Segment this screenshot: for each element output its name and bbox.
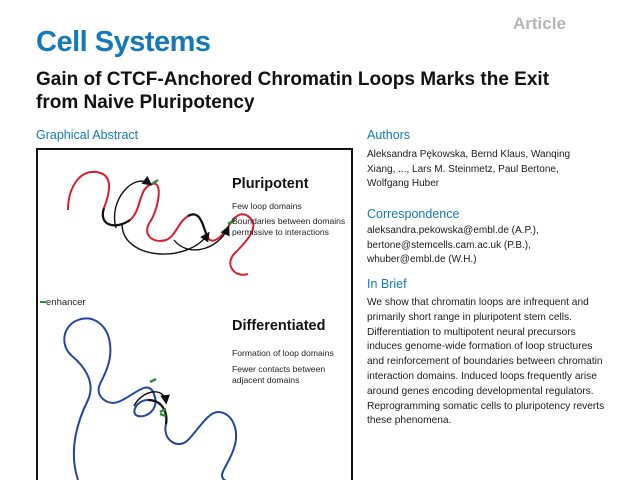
in-brief-heading: In Brief	[367, 277, 407, 291]
in-brief-text: We show that chromatin loops are infrequ…	[367, 297, 605, 427]
correspondence-email-2[interactable]: bertone@stemcells.cam.ac.uk (P.B.),	[367, 239, 531, 251]
chromatin-illustration	[40, 170, 255, 480]
correspondence-email-1[interactable]: aleksandra.pekowska@embl.de (A.P.),	[367, 225, 539, 236]
enhancer-mark	[159, 407, 167, 414]
loop-arrow	[133, 391, 170, 407]
pluripotent-line-1: Few loop domains	[232, 201, 302, 211]
enhancer-legend-label: enhancer	[46, 297, 86, 308]
differentiated-line-2: Fewer contacts between adjacent domains	[232, 364, 326, 385]
pluripotent-black-segment	[101, 207, 131, 227]
authors-list: Aleksandra Pękowska, Bernd Klaus, Wanqin…	[367, 149, 571, 189]
differentiated-label: Differentiated	[232, 318, 326, 334]
enhancer-mark	[227, 218, 236, 226]
journal-name: Cell Systems	[36, 26, 211, 58]
graphical-abstract-heading: Graphical Abstract	[36, 128, 139, 142]
differentiated-line-1: Formation of loop domains	[232, 348, 334, 358]
authors-heading: Authors	[367, 128, 411, 142]
correspondence-heading: Correspondence	[367, 207, 460, 221]
pluripotent-black-segment	[187, 213, 209, 239]
pluripotent-label: Pluripotent	[232, 176, 309, 192]
interaction-arrow	[173, 225, 230, 251]
enhancer-mark	[159, 412, 167, 418]
interaction-arrow	[121, 223, 210, 255]
differentiated-black-segment	[147, 398, 168, 425]
pluripotent-chromatin-fiber	[67, 170, 255, 276]
interaction-arrow	[113, 175, 153, 229]
enhancer-mark	[149, 377, 157, 384]
enhancer-mark	[151, 178, 159, 186]
pluripotent-line-2: Boundaries between domains permissive to…	[232, 216, 346, 237]
correspondence-email-3[interactable]: whuber@embl.de (W.H.)	[367, 254, 477, 265]
article-type-label: Article	[513, 14, 566, 33]
article-title: Gain of CTCF-Anchored Chromatin Loops Ma…	[36, 69, 550, 113]
differentiated-chromatin-fiber	[63, 317, 237, 480]
graphical-abstract-panel: Pluripotent Few loop domains Boundaries …	[36, 148, 353, 480]
